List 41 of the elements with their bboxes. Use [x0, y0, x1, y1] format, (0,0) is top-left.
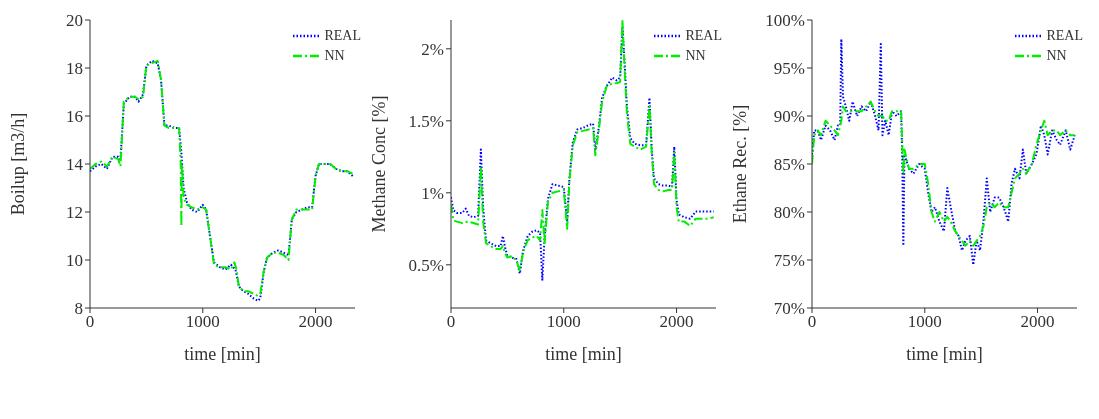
x-tick-label: 1000 [185, 312, 220, 332]
y-axis-title: Ethane Rec. [%] [730, 104, 751, 224]
x-tick-label: 0 [807, 312, 817, 332]
y-tick-label: 95% [773, 59, 805, 79]
y-tick-label: 90% [773, 107, 805, 127]
x-tick-label: 2000 [659, 312, 694, 332]
x-axis-title: time [min] [906, 344, 983, 364]
legend-label: NN [685, 48, 706, 64]
y-tick-label: 80% [773, 203, 805, 223]
line-series [812, 38, 1076, 266]
x-tick-label: 0 [85, 312, 95, 332]
legend-label: REAL [685, 28, 722, 44]
y-tick-label: 75% [773, 251, 805, 271]
y-tick-label: 0.5% [408, 255, 444, 275]
x-tick-label: 2000 [1020, 312, 1055, 332]
legend-label: NN [324, 48, 345, 64]
x-axis-title: time [min] [184, 344, 261, 364]
x-tick-label: 0 [446, 312, 456, 332]
y-tick-label: 2% [421, 39, 444, 59]
legend-label: NN [1046, 48, 1067, 64]
y-tick-label: 1% [421, 183, 444, 203]
x-tick-label: 1000 [907, 312, 942, 332]
y-tick-label: 8 [74, 299, 83, 319]
x-axis-title: time [min] [545, 344, 622, 364]
legend-label: REAL [1046, 28, 1083, 44]
x-tick-label: 2000 [298, 312, 333, 332]
y-tick-label: 1.5% [408, 111, 444, 131]
y-tick-label: 12 [66, 203, 83, 223]
y-tick-label: 85% [773, 155, 805, 175]
x-tick-label: 1000 [546, 312, 581, 332]
y-axis-title: Methane Conc [%] [369, 95, 390, 233]
y-tick-label: 14 [66, 155, 84, 175]
y-tick-label: 70% [773, 299, 805, 319]
line-series [812, 100, 1076, 247]
y-tick-label: 16 [66, 107, 83, 127]
legend-label: REAL [324, 28, 361, 44]
y-axis-title: Boilup [m3/h] [8, 112, 29, 216]
y-tick-label: 10 [66, 251, 83, 271]
y-tick-label: 100% [765, 11, 805, 31]
y-tick-label: 20 [66, 11, 83, 31]
y-tick-label: 18 [66, 59, 83, 79]
